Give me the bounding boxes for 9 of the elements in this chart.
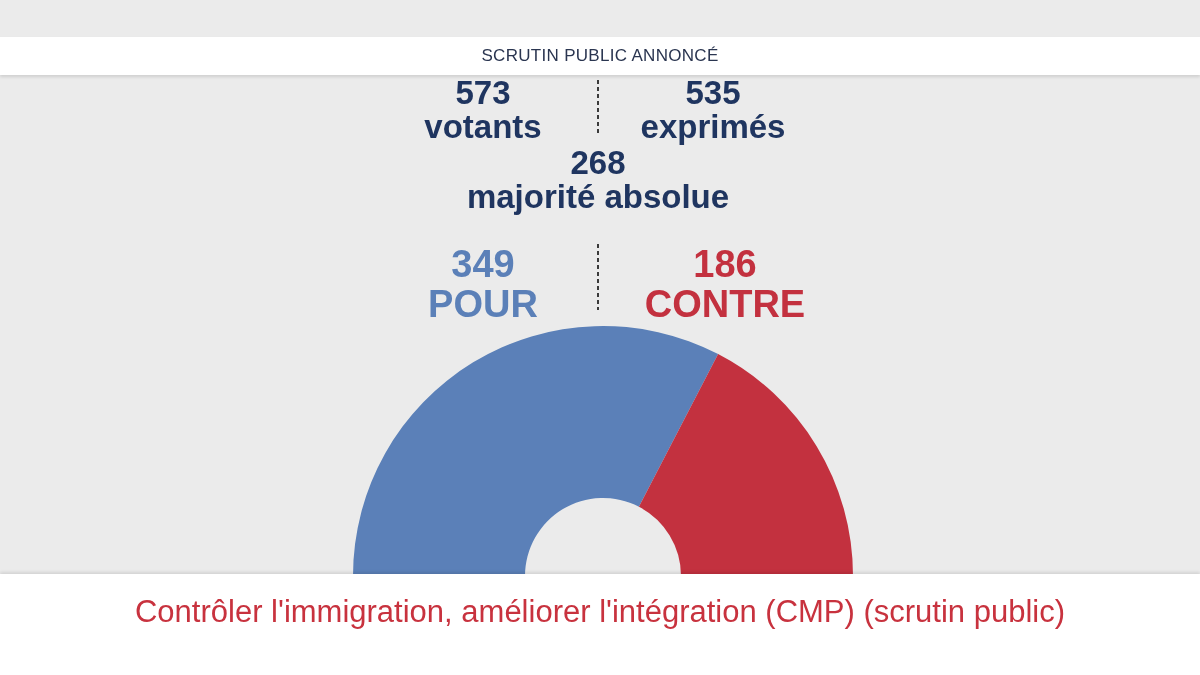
- text: 573 votants: [424, 74, 542, 145]
- text: 535 exprimés: [640, 74, 786, 145]
- data-label: 349: [451, 243, 515, 285]
- slice-label: CONTRE: [644, 283, 806, 325]
- data-label: 186: [693, 243, 757, 285]
- text: Contrôler l'immigration, améliorer l'intégration (CMP) (scrutin public): [133, 593, 1067, 630]
- chart-title: SCRUTIN PUBLIC ANNONCÉ: [0, 37, 1200, 75]
- slice-label: POUR: [428, 283, 538, 325]
- text: 268 majorité absolue: [465, 144, 730, 215]
